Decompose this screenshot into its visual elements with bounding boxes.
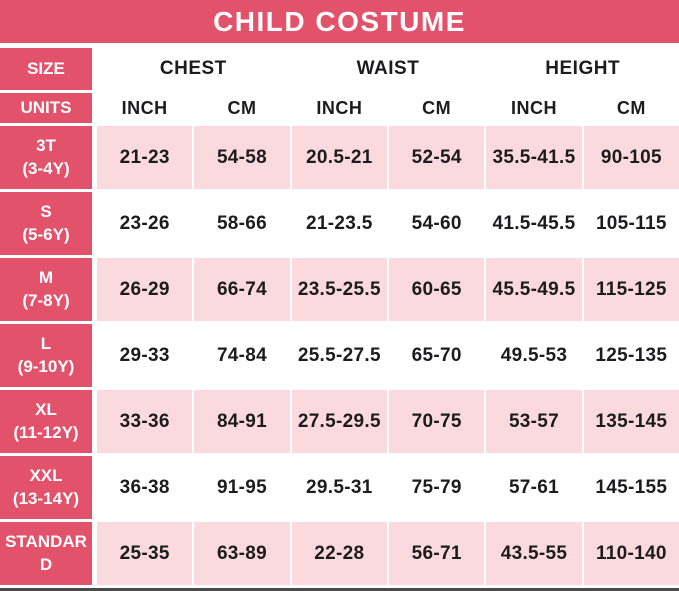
row-size-text: S xyxy=(40,202,52,222)
cell-s-height-cm: 105-115 xyxy=(583,192,679,255)
row-age-text: (3-4Y) xyxy=(22,158,70,178)
unit-header-waist-cm: CM xyxy=(389,93,485,123)
table-row-standard: STANDARD 25-35 63-89 22-28 56-71 43.5-55… xyxy=(0,522,679,585)
row-size-text: M xyxy=(38,268,54,288)
cell-3t-height-inch: 35.5-41.5 xyxy=(486,126,582,189)
cell-xxl-chest-inch: 36-38 xyxy=(97,456,193,519)
row-label-l: L (9-10Y) xyxy=(0,324,95,387)
row-size-text: 3T xyxy=(36,136,56,156)
cell-l-waist-inch: 25.5-27.5 xyxy=(291,324,387,387)
table-row-l: L (9-10Y) 29-33 74-84 25.5-27.5 65-70 49… xyxy=(0,324,679,387)
cell-xxl-chest-cm: 91-95 xyxy=(194,456,290,519)
cell-m-chest-cm: 66-74 xyxy=(194,258,290,321)
row-label-m: M (7-8Y) xyxy=(0,258,95,321)
column-header-chest: CHEST xyxy=(97,48,290,90)
table-row-s: S (5-6Y) 23-26 58-66 21-23.5 54-60 41.5-… xyxy=(0,192,679,255)
row-size-text: XXL xyxy=(29,466,63,486)
cell-standard-height-cm: 110-140 xyxy=(583,522,679,585)
row-age-text: (5-6Y) xyxy=(22,224,70,244)
row-label-xxl: XXL (13-14Y) xyxy=(0,456,95,519)
cell-xxl-waist-cm: 75-79 xyxy=(389,456,485,519)
cell-s-waist-cm: 54-60 xyxy=(389,192,485,255)
cell-3t-chest-inch: 21-23 xyxy=(97,126,193,189)
cell-m-waist-cm: 60-65 xyxy=(389,258,485,321)
cell-xl-height-cm: 135-145 xyxy=(583,390,679,453)
units-row-header: UNITS xyxy=(0,93,95,123)
cell-xl-chest-inch: 33-36 xyxy=(97,390,193,453)
cell-m-height-inch: 45.5-49.5 xyxy=(486,258,582,321)
row-age-text: (7-8Y) xyxy=(22,290,70,310)
units-header-row: UNITS INCH CM INCH CM INCH CM xyxy=(0,93,679,123)
unit-header-chest-inch: INCH xyxy=(97,93,193,123)
cell-standard-waist-inch: 22-28 xyxy=(291,522,387,585)
table-row-3t: 3T (3-4Y) 21-23 54-58 20.5-21 52-54 35.5… xyxy=(0,126,679,189)
cell-standard-height-inch: 43.5-55 xyxy=(486,522,582,585)
cell-xl-chest-cm: 84-91 xyxy=(194,390,290,453)
group-header-row: SIZE CHEST WAIST HEIGHT xyxy=(0,48,679,90)
column-header-height: HEIGHT xyxy=(486,48,679,90)
unit-header-chest-cm: CM xyxy=(194,93,290,123)
cell-s-height-inch: 41.5-45.5 xyxy=(486,192,582,255)
row-age-text: (9-10Y) xyxy=(17,356,75,376)
row-label-s: S (5-6Y) xyxy=(0,192,95,255)
row-label-xl: XL (11-12Y) xyxy=(0,390,95,453)
table-row-xxl: XXL (13-14Y) 36-38 91-95 29.5-31 75-79 5… xyxy=(0,456,679,519)
cell-3t-waist-cm: 52-54 xyxy=(389,126,485,189)
cell-xxl-height-inch: 57-61 xyxy=(486,456,582,519)
column-header-waist: WAIST xyxy=(291,48,485,90)
unit-header-waist-inch: INCH xyxy=(291,93,387,123)
cell-l-waist-cm: 65-70 xyxy=(389,324,485,387)
cell-3t-height-cm: 90-105 xyxy=(583,126,679,189)
row-size-text: STANDARD xyxy=(5,532,87,574)
row-label-standard: STANDARD xyxy=(0,522,95,585)
unit-header-height-inch: INCH xyxy=(486,93,582,123)
cell-s-chest-cm: 58-66 xyxy=(194,192,290,255)
row-age-text: (11-12Y) xyxy=(13,422,79,442)
cell-s-waist-inch: 21-23.5 xyxy=(291,192,387,255)
row-size-text: XL xyxy=(35,400,57,420)
table-row-xl: XL (11-12Y) 33-36 84-91 27.5-29.5 70-75 … xyxy=(0,390,679,453)
table-row-m: M (7-8Y) 26-29 66-74 23.5-25.5 60-65 45.… xyxy=(0,258,679,321)
chart-title: CHILD COSTUME xyxy=(0,0,679,43)
cell-s-chest-inch: 23-26 xyxy=(97,192,193,255)
cell-l-height-inch: 49.5-53 xyxy=(486,324,582,387)
row-age-text: (13-14Y) xyxy=(12,488,80,508)
cell-m-height-cm: 115-125 xyxy=(583,258,679,321)
row-label-3t: 3T (3-4Y) xyxy=(0,126,95,189)
cell-3t-waist-inch: 20.5-21 xyxy=(291,126,387,189)
cell-l-height-cm: 125-135 xyxy=(583,324,679,387)
cell-xxl-height-cm: 145-155 xyxy=(583,456,679,519)
cell-standard-chest-cm: 63-89 xyxy=(194,522,290,585)
size-column-header: SIZE xyxy=(0,48,95,90)
cell-xl-waist-inch: 27.5-29.5 xyxy=(291,390,387,453)
row-size-text: L xyxy=(40,334,52,354)
cell-m-waist-inch: 23.5-25.5 xyxy=(291,258,387,321)
cell-l-chest-inch: 29-33 xyxy=(97,324,193,387)
cell-3t-chest-cm: 54-58 xyxy=(194,126,290,189)
cell-standard-chest-inch: 25-35 xyxy=(97,522,193,585)
cell-xxl-waist-inch: 29.5-31 xyxy=(291,456,387,519)
cell-xl-height-inch: 53-57 xyxy=(486,390,582,453)
cell-standard-waist-cm: 56-71 xyxy=(389,522,485,585)
cell-xl-waist-cm: 70-75 xyxy=(389,390,485,453)
cell-l-chest-cm: 74-84 xyxy=(194,324,290,387)
unit-header-height-cm: CM xyxy=(583,93,679,123)
cell-m-chest-inch: 26-29 xyxy=(97,258,193,321)
